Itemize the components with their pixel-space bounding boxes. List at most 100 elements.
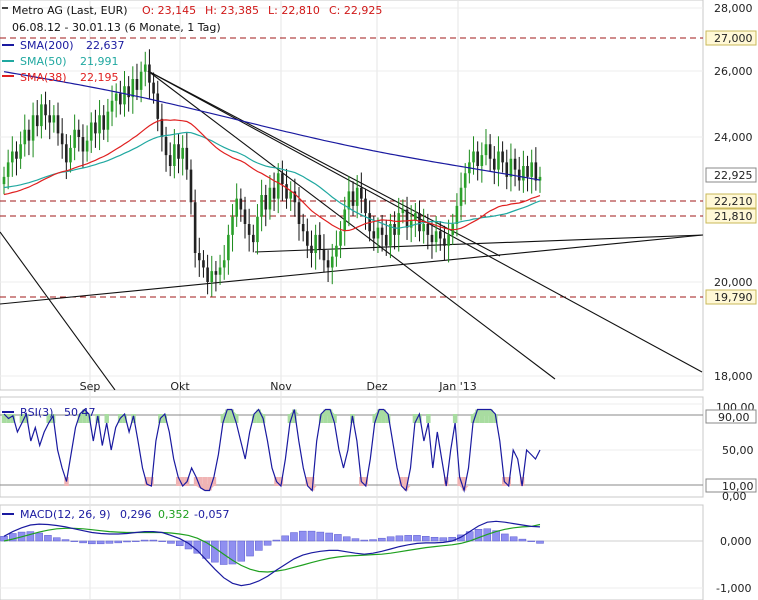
sma38-value: 22,195 — [80, 71, 119, 84]
rsi-high-zone — [327, 409, 333, 423]
macd-histogram-bar — [325, 532, 333, 542]
level-tag-19790-box — [705, 289, 757, 305]
candle — [23, 114, 27, 157]
candle — [77, 119, 81, 152]
x-grid — [89, 0, 459, 600]
candle — [239, 188, 243, 222]
candle — [156, 80, 160, 132]
price-y-tick-26: 26,000 — [714, 65, 753, 78]
candle — [293, 178, 297, 217]
candle — [89, 112, 93, 153]
macd-histogram-bar — [70, 540, 79, 542]
macd-histogram-bar — [342, 536, 351, 542]
macd-histogram-bar — [457, 534, 465, 542]
macd-histogram-bar — [167, 540, 175, 544]
candle — [98, 100, 101, 151]
level-tag-19790: 19,790 — [714, 291, 753, 304]
candle — [409, 205, 413, 243]
macd-histogram-bar — [316, 531, 325, 542]
candle — [459, 172, 463, 221]
macd-legend: MACD(12, 26, 9) 0,296 0,352 -0,057 — [2, 508, 229, 521]
candle — [501, 141, 504, 173]
rsi-legend: RSI(3) 50,47 — [2, 406, 96, 419]
candle — [389, 213, 392, 259]
sma200-value: 22,637 — [86, 39, 125, 52]
rsi-high-zone — [229, 409, 235, 423]
rsi-high-zone — [77, 414, 83, 423]
candle — [31, 102, 35, 158]
rsi-high-zone — [332, 414, 337, 423]
level-tag-22210-box — [705, 193, 757, 209]
macd-histogram-bar — [140, 539, 149, 542]
rsi-panel — [0, 396, 704, 498]
candle — [339, 221, 342, 259]
candle — [347, 176, 351, 227]
candle — [281, 160, 284, 201]
rsi-low-zone — [180, 477, 185, 486]
rsi-swatch — [2, 411, 14, 413]
sma50-name: SMA(50) — [20, 55, 67, 68]
macd-histogram-bar — [509, 536, 518, 542]
candle — [110, 85, 114, 127]
macd-histogram-bar — [237, 540, 246, 562]
macd-histogram-bar — [474, 529, 483, 542]
candle — [160, 103, 164, 152]
candle — [40, 94, 43, 139]
macd-histogram-bar — [246, 540, 254, 557]
candle — [218, 254, 222, 285]
macd-histogram-bar — [44, 535, 52, 542]
candle — [197, 237, 201, 277]
rsi-content — [0, 403, 703, 493]
macd-histogram-bar — [492, 530, 500, 542]
macd-histogram-bar — [202, 540, 210, 559]
candle — [447, 219, 450, 263]
ohlc-high: H: 23,385 — [205, 4, 259, 17]
rsi-low-zone — [309, 477, 315, 491]
rsi-high-zone — [220, 414, 226, 423]
rsi-high-zone — [318, 414, 324, 423]
macd-histogram-bar — [501, 533, 509, 542]
candle — [73, 114, 76, 161]
candle — [488, 134, 492, 172]
sma50-line — [3, 131, 541, 229]
sma38-line — [3, 119, 541, 232]
rsi-high-zone — [256, 409, 261, 423]
last-price-box — [705, 167, 757, 183]
candle — [173, 129, 176, 179]
rsi-low-zone — [198, 477, 203, 488]
macd-histogram-bar — [527, 540, 535, 542]
level-tag-27000-box — [705, 30, 757, 46]
candle — [106, 98, 110, 143]
candle — [443, 225, 446, 261]
macd-histogram-bar — [386, 536, 395, 542]
rsi-low-zone — [363, 477, 369, 486]
candle — [189, 159, 193, 215]
x-tick-dez: Dez — [366, 380, 387, 393]
rsi-high-zone — [287, 414, 293, 423]
price-candles — [2, 49, 542, 297]
macd-histogram-bar — [430, 536, 439, 542]
macd-histogram-bar — [228, 540, 237, 565]
level-lines — [0, 37, 703, 298]
macd-histogram-bar — [536, 540, 544, 544]
macd-histogram-bar — [272, 539, 281, 542]
candle — [335, 230, 338, 267]
price-y-tick-24: 24,000 — [714, 131, 753, 144]
candle — [11, 136, 14, 177]
candle — [509, 143, 513, 192]
candle — [256, 204, 259, 255]
rsi-high-zone — [19, 414, 25, 423]
sma38-swatch — [2, 75, 14, 77]
macd-histogram-bar — [52, 537, 61, 542]
candle — [422, 208, 425, 244]
candle — [301, 213, 305, 242]
candle — [522, 150, 525, 193]
level-tag-21810: 21,810 — [714, 210, 753, 223]
candle — [526, 155, 529, 192]
macd-line — [3, 520, 541, 587]
candle — [114, 83, 118, 118]
rsi-high-zone — [493, 414, 498, 423]
candle — [193, 189, 197, 268]
candle — [476, 141, 479, 181]
price-y-tick-20: 20,000 — [714, 276, 753, 289]
